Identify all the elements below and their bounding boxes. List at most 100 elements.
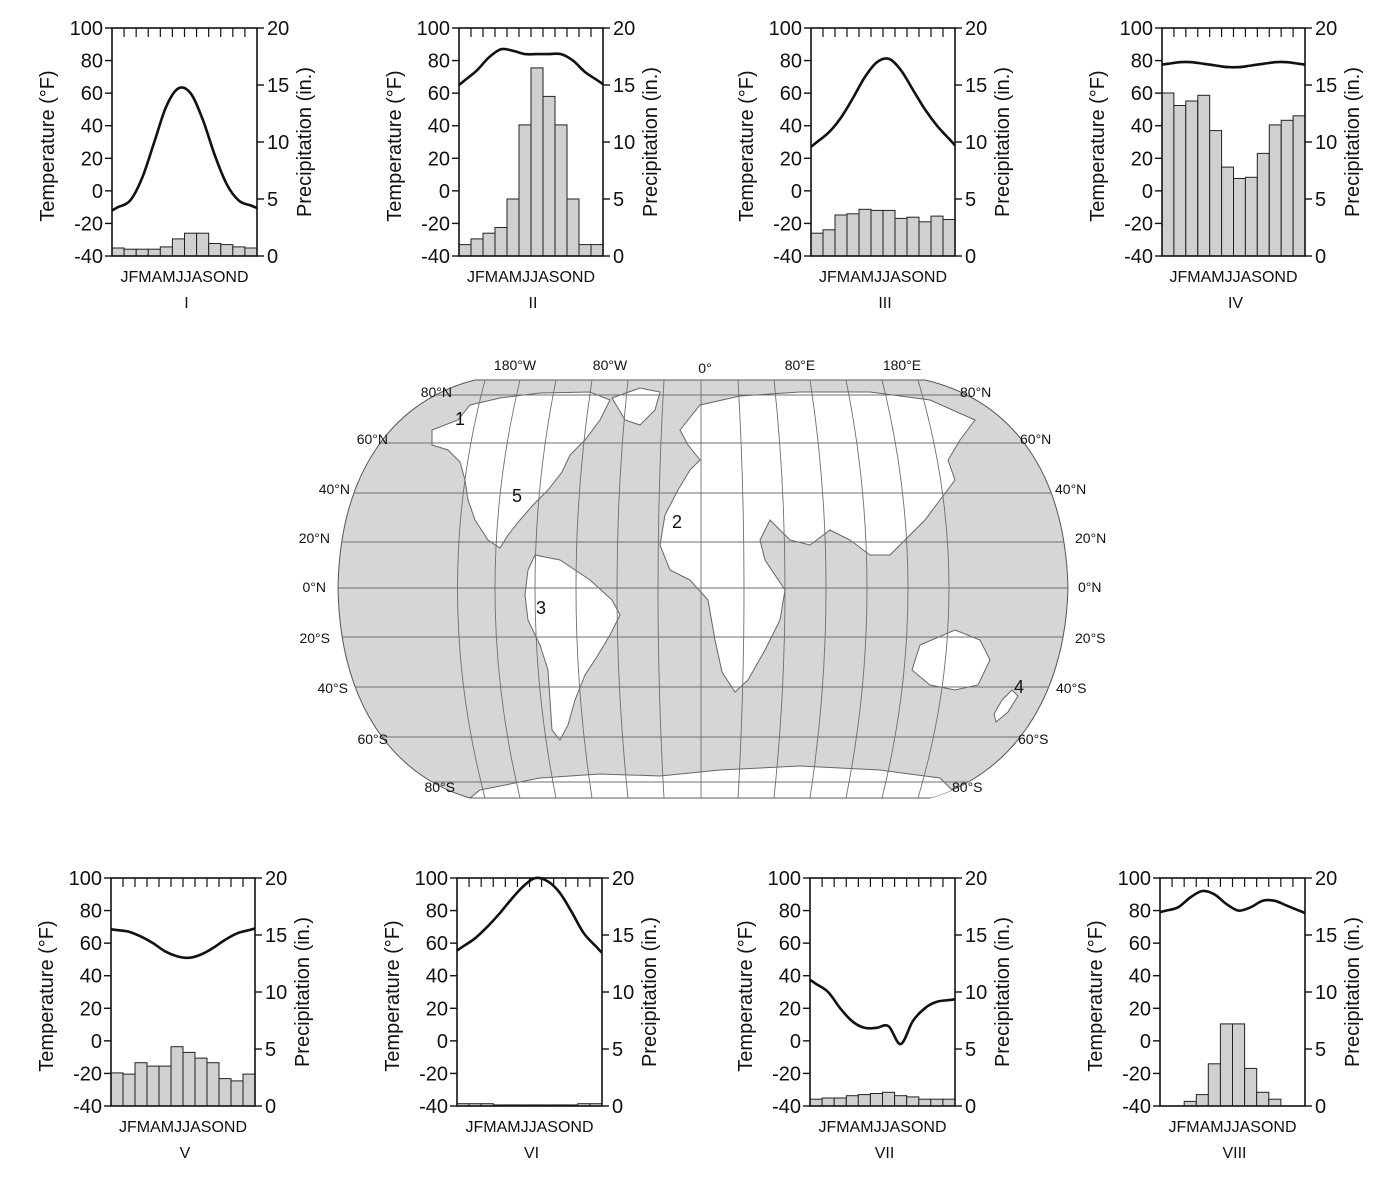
world-map: 180°W 80°W 0° 80°E 180°E 80°N 60°N 40°N … — [299, 357, 1106, 799]
temp-tick-label: 40 — [780, 116, 802, 138]
site-marker-1: 1 — [455, 409, 465, 429]
temp-tick-label: -40 — [772, 1096, 801, 1118]
precip-bar — [930, 215, 944, 257]
temp-tick-label: -40 — [773, 246, 802, 268]
temp-tick-label: -20 — [419, 1063, 448, 1085]
temp-tick-label: 60 — [80, 933, 102, 955]
precip-bar — [845, 1095, 859, 1107]
precip-bar — [1232, 1023, 1246, 1107]
precip-bar — [530, 67, 544, 257]
site-marker-2: 2 — [672, 512, 682, 532]
precip-bar — [1280, 119, 1294, 257]
climate-charts: 100806040200-20-4020151050JFMAMJJASONDIT… — [36, 18, 1364, 1162]
land-eurasia-africa — [659, 391, 976, 693]
temp-tick-label: 0 — [790, 1031, 801, 1053]
lat-label: 0°N — [303, 579, 327, 595]
panel-label: VI — [524, 1145, 539, 1162]
panel-label: III — [878, 295, 891, 312]
precip-tick-label: 0 — [267, 246, 278, 268]
precip-bar — [194, 1057, 208, 1107]
precip-bar — [1197, 94, 1211, 257]
precip-bar — [518, 124, 532, 257]
month-labels: JFMAMJJASOND — [119, 1119, 247, 1136]
precipitation-axis-label: Precipitation (in.) — [992, 67, 1014, 217]
temperature-axis-label: Temperature (°F) — [1087, 70, 1109, 221]
panel-label: V — [180, 1145, 191, 1162]
site-marker-4: 4 — [1014, 677, 1024, 697]
temp-tick-label: -40 — [1124, 246, 1153, 268]
temp-tick-label: 100 — [70, 18, 103, 40]
temperature-axis-label: Temperature (°F) — [37, 70, 59, 221]
temperature-line — [809, 978, 956, 1046]
precip-bar — [146, 1065, 160, 1107]
precip-bar — [894, 1095, 908, 1107]
lat-label: 40°S — [317, 680, 348, 696]
precip-bar — [1221, 166, 1234, 257]
temp-tick-label: 100 — [417, 18, 450, 40]
precip-tick-label: 5 — [612, 1039, 623, 1061]
temperature-axis-label: Temperature (°F) — [384, 70, 406, 221]
lat-label: 80°S — [952, 779, 983, 795]
temp-tick-label: 40 — [779, 966, 801, 988]
precip-bar — [906, 1096, 920, 1107]
precip-tick-label: 15 — [612, 925, 634, 947]
precip-bar — [882, 209, 896, 257]
climate-panel-VII: 100 80 60 40 20 0 -20 -40 20 15 10 5 0 JFMAMJJASOND VI… — [735, 868, 1014, 1162]
temp-tick-label: -20 — [772, 1063, 801, 1085]
precip-tick-label: 10 — [965, 132, 987, 154]
precip-bar — [1244, 176, 1258, 257]
temperature-axis-label: Temperature (°F) — [1085, 920, 1107, 1071]
precip-tick-label: 20 — [265, 868, 287, 890]
lat-label: 60°S — [1018, 731, 1049, 747]
panel-label: I — [184, 295, 188, 312]
temp-tick-label: 40 — [1129, 966, 1151, 988]
precip-bar — [1256, 1091, 1270, 1107]
temperature-line — [1161, 60, 1306, 69]
precip-tick-label: 20 — [613, 18, 635, 40]
temp-tick-label: -40 — [74, 246, 103, 268]
land-south-america — [524, 554, 621, 741]
precip-bar — [906, 216, 920, 257]
precip-bar — [242, 1073, 256, 1107]
precip-tick-label: 10 — [1315, 132, 1337, 154]
temperature-line — [456, 876, 603, 954]
precip-bar — [147, 248, 161, 257]
temp-tick-label: 20 — [426, 998, 448, 1020]
month-labels: JFMAMJJASOND — [467, 269, 595, 286]
lat-label: 40°S — [1056, 680, 1087, 696]
precip-bar — [846, 213, 860, 257]
temp-tick-label: 0 — [92, 181, 103, 203]
panel-label: VIII — [1222, 1145, 1246, 1162]
climate-panel-III: 100 80 60 40 20 0 -20 -40 20 15 10 5 0 JFMAMJJASOND II… — [736, 18, 1014, 312]
precip-bar — [244, 247, 258, 257]
precip-bar — [482, 232, 496, 257]
land-greenland — [611, 387, 661, 426]
temp-tick-label: 20 — [780, 148, 802, 170]
precip-bar — [1244, 1067, 1258, 1107]
precip-tick-label: 0 — [965, 246, 976, 268]
lat-label: 20°N — [299, 530, 330, 546]
temp-tick-label: 100 — [1118, 868, 1151, 890]
precip-tick-label: 5 — [965, 1039, 976, 1061]
temp-tick-label: 40 — [1131, 116, 1153, 138]
precip-tick-label: 0 — [1315, 1096, 1326, 1118]
temp-tick-label: 60 — [1129, 933, 1151, 955]
temperature-axis-label: Temperature (°F) — [382, 920, 404, 1071]
precip-tick-label: 15 — [267, 75, 289, 97]
precip-bar — [1209, 130, 1223, 257]
precip-bar — [182, 1051, 196, 1107]
precipitation-axis-label: Precipitation (in.) — [640, 67, 662, 217]
temp-tick-label: -20 — [74, 213, 103, 235]
precip-bar — [458, 244, 472, 257]
temp-tick-label: 40 — [81, 116, 103, 138]
precip-bar — [809, 1098, 823, 1107]
precip-tick-label: 10 — [612, 982, 634, 1004]
lon-label: 80°W — [593, 357, 628, 373]
temp-tick-label: 20 — [81, 148, 103, 170]
precip-bar — [1173, 105, 1187, 257]
precip-bar — [470, 238, 484, 257]
precip-bar — [218, 1078, 232, 1107]
plot-frame — [809, 877, 956, 1107]
month-labels: JFMAMJJASOND — [121, 269, 249, 286]
